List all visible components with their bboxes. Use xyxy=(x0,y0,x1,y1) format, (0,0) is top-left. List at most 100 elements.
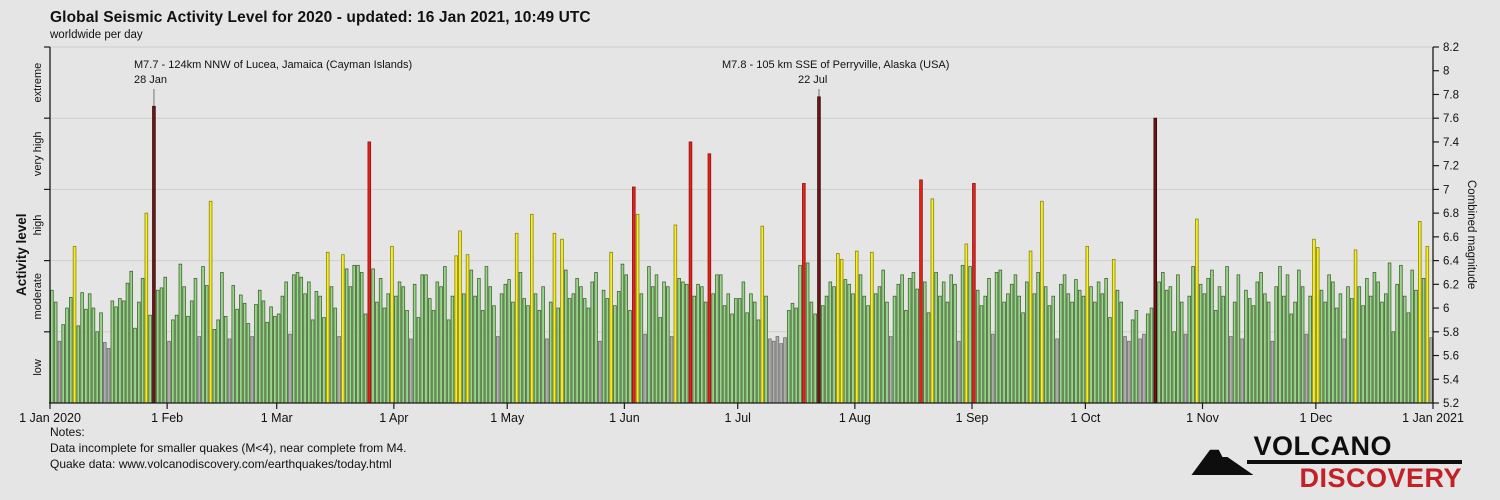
bar-day-111-high xyxy=(465,254,470,404)
bar-day-50-moderate xyxy=(235,308,239,404)
bar-day-289-low xyxy=(1138,338,1142,404)
bar-day-121-moderate xyxy=(503,283,508,404)
bar-day-143-moderate xyxy=(586,307,591,404)
bar-day-118-moderate xyxy=(492,305,496,404)
bar-day-43-high xyxy=(208,200,213,404)
x-tick-label: 1 Jun xyxy=(609,411,640,425)
bar-day-306-moderate xyxy=(1202,293,1207,404)
bar-day-269-moderate xyxy=(1062,274,1067,404)
bar-day-229-moderate xyxy=(911,272,916,404)
bar-day-278-moderate xyxy=(1096,281,1101,404)
bar-day-336-high xyxy=(1315,247,1320,404)
bar-day-247-moderate xyxy=(979,305,984,404)
bar-day-88-moderate xyxy=(378,277,383,404)
bar-day-68-moderate xyxy=(303,293,307,404)
bar-day-297-moderate xyxy=(1168,286,1173,404)
logo-volcano-text: VOLCANO xyxy=(1247,432,1462,464)
bar-day-25-moderate xyxy=(140,277,145,404)
bar-day-163-moderate xyxy=(662,281,666,404)
chart-subtitle: worldwide per day xyxy=(50,29,143,41)
bar-day-235-moderate xyxy=(934,272,938,404)
bar-day-42-moderate xyxy=(205,285,209,404)
bar-day-180-moderate xyxy=(726,293,731,404)
bar-day-8-moderate xyxy=(76,325,81,404)
bar-day-311-moderate xyxy=(1221,295,1226,404)
bar-day-317-moderate xyxy=(1244,289,1248,404)
bar-day-21-moderate xyxy=(125,282,130,404)
bar-day-128-high xyxy=(530,213,534,404)
bar-day-11-moderate xyxy=(87,293,92,404)
bar-day-208-moderate xyxy=(832,286,836,404)
bar-day-200-very_high xyxy=(802,183,806,404)
bar-day-199-moderate xyxy=(798,264,802,404)
bar-day-253-moderate xyxy=(1002,301,1006,404)
bar-day-365-high xyxy=(1425,245,1430,404)
bar-day-149-high xyxy=(609,251,613,404)
bar-day-165-low xyxy=(669,336,674,404)
bar-day-52-moderate xyxy=(242,302,247,404)
bar-day-226-moderate xyxy=(900,274,904,404)
bar-day-48-low xyxy=(227,338,232,404)
bar-day-76-moderate xyxy=(333,307,338,404)
bar-day-132-low xyxy=(545,338,549,404)
bar-day-157-moderate xyxy=(639,293,644,404)
bar-day-176-moderate xyxy=(711,293,715,404)
right-tick-label: 7.8 xyxy=(1443,89,1459,101)
bar-day-362-moderate xyxy=(1414,289,1418,404)
bar-day-108-high xyxy=(454,255,458,404)
bar-day-284-moderate xyxy=(1119,301,1124,404)
bar-day-159-moderate xyxy=(647,266,651,404)
bar-day-168-moderate xyxy=(681,281,685,404)
bar-day-135-moderate xyxy=(556,307,560,404)
bar-day-51-moderate xyxy=(239,294,243,404)
bar-day-303-moderate xyxy=(1191,266,1195,404)
bar-day-282-high xyxy=(1111,259,1116,404)
bar-day-172-moderate xyxy=(696,283,700,404)
right-tick-label: 8.2 xyxy=(1443,42,1459,54)
left-category-label: moderate xyxy=(32,273,44,319)
bar-day-243-high xyxy=(964,243,969,404)
bar-day-267-low xyxy=(1055,338,1059,404)
bar-day-123-moderate xyxy=(511,301,515,404)
bar-day-312-moderate xyxy=(1225,266,1229,404)
bar-day-338-moderate xyxy=(1323,301,1328,404)
bar-day-41-moderate xyxy=(201,266,205,404)
x-tick-label: 1 Sep xyxy=(956,411,989,425)
bar-day-38-moderate xyxy=(189,300,194,404)
bar-day-273-moderate xyxy=(1077,289,1082,404)
bar-day-156-high xyxy=(635,213,640,404)
bar-day-105-moderate xyxy=(443,266,447,404)
bar-day-205-moderate xyxy=(820,305,825,404)
bar-day-305-moderate xyxy=(1198,283,1203,404)
notes-block: Notes: Data incomplete for smaller quake… xyxy=(50,424,406,472)
bar-day-318-moderate xyxy=(1247,298,1252,404)
bar-day-301-low xyxy=(1183,333,1188,404)
bar-day-352-moderate xyxy=(1376,281,1380,404)
bar-day-184-moderate xyxy=(741,281,746,404)
bar-day-97-moderate xyxy=(412,283,417,404)
bar-day-144-moderate xyxy=(590,281,595,404)
bar-day-232-moderate xyxy=(923,281,927,404)
bar-day-212-moderate xyxy=(847,283,851,404)
bar-day-145-moderate xyxy=(594,272,598,404)
bar-day-222-moderate xyxy=(885,301,889,404)
bar-day-268-moderate xyxy=(1059,283,1063,404)
bar-day-188-moderate xyxy=(756,319,761,404)
bar-day-141-moderate xyxy=(579,286,583,404)
bar-day-109-high xyxy=(458,230,462,404)
bar-day-300-moderate xyxy=(1179,301,1184,404)
right-tick-label: 7.4 xyxy=(1443,137,1460,149)
bar-day-355-moderate xyxy=(1387,262,1392,404)
bar-day-326-moderate xyxy=(1278,266,1282,404)
bar-day-86-moderate xyxy=(371,268,375,404)
bar-day-285-low xyxy=(1123,336,1127,404)
bar-day-210-high xyxy=(839,259,844,404)
bar-day-173-moderate xyxy=(700,286,704,404)
x-tick-label: 1 Feb xyxy=(151,411,183,425)
bar-day-12-moderate xyxy=(91,307,96,404)
bar-day-66-moderate xyxy=(295,272,300,404)
bar-day-295-moderate xyxy=(1161,272,1165,404)
bar-day-202-moderate xyxy=(809,301,814,404)
bar-day-27-moderate xyxy=(148,314,152,404)
bar-day-112-moderate xyxy=(469,269,474,404)
